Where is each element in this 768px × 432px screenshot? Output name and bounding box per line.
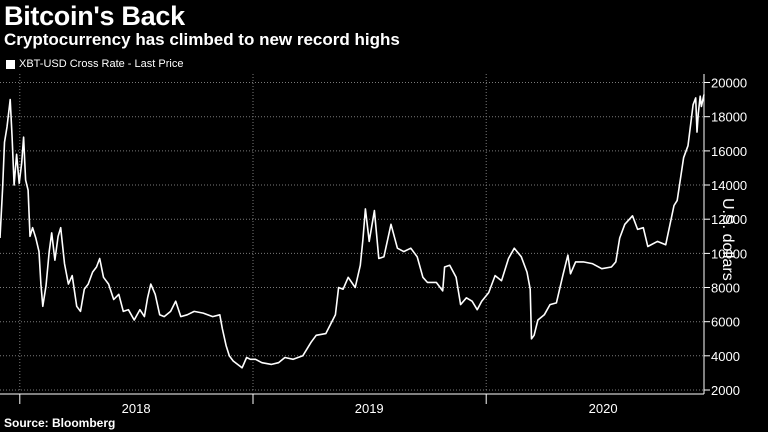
y-tick-label: 18000 [711,110,747,125]
x-tick-label: 2019 [355,401,384,416]
y-tick-label: 6000 [711,315,740,330]
y-tick-label: 16000 [711,144,747,159]
source-note: Source: Bloomberg [4,416,116,430]
x-tick-label: 2020 [589,401,618,416]
chart-title: Bitcoin's Back [4,1,185,31]
legend-label: XBT-USD Cross Rate - Last Price [19,58,184,70]
price-series-line [0,94,705,369]
legend: XBT-USD Cross Rate - Last Price [6,58,183,70]
y-tick-label: 12000 [711,212,747,227]
chart-subtitle: Cryptocurrency has climbed to new record… [4,30,400,49]
legend-swatch [6,59,15,69]
y-tick-label: 4000 [711,349,740,364]
y-axis-label: U.S. dollars [719,198,736,281]
y-tick-label: 14000 [711,178,747,193]
y-tick-label: 20000 [711,76,747,91]
x-tick-label: 2018 [122,401,151,416]
y-tick-label: 8000 [711,281,740,296]
y-tick-label: 10000 [711,246,747,261]
y-tick-label: 2000 [711,383,740,398]
